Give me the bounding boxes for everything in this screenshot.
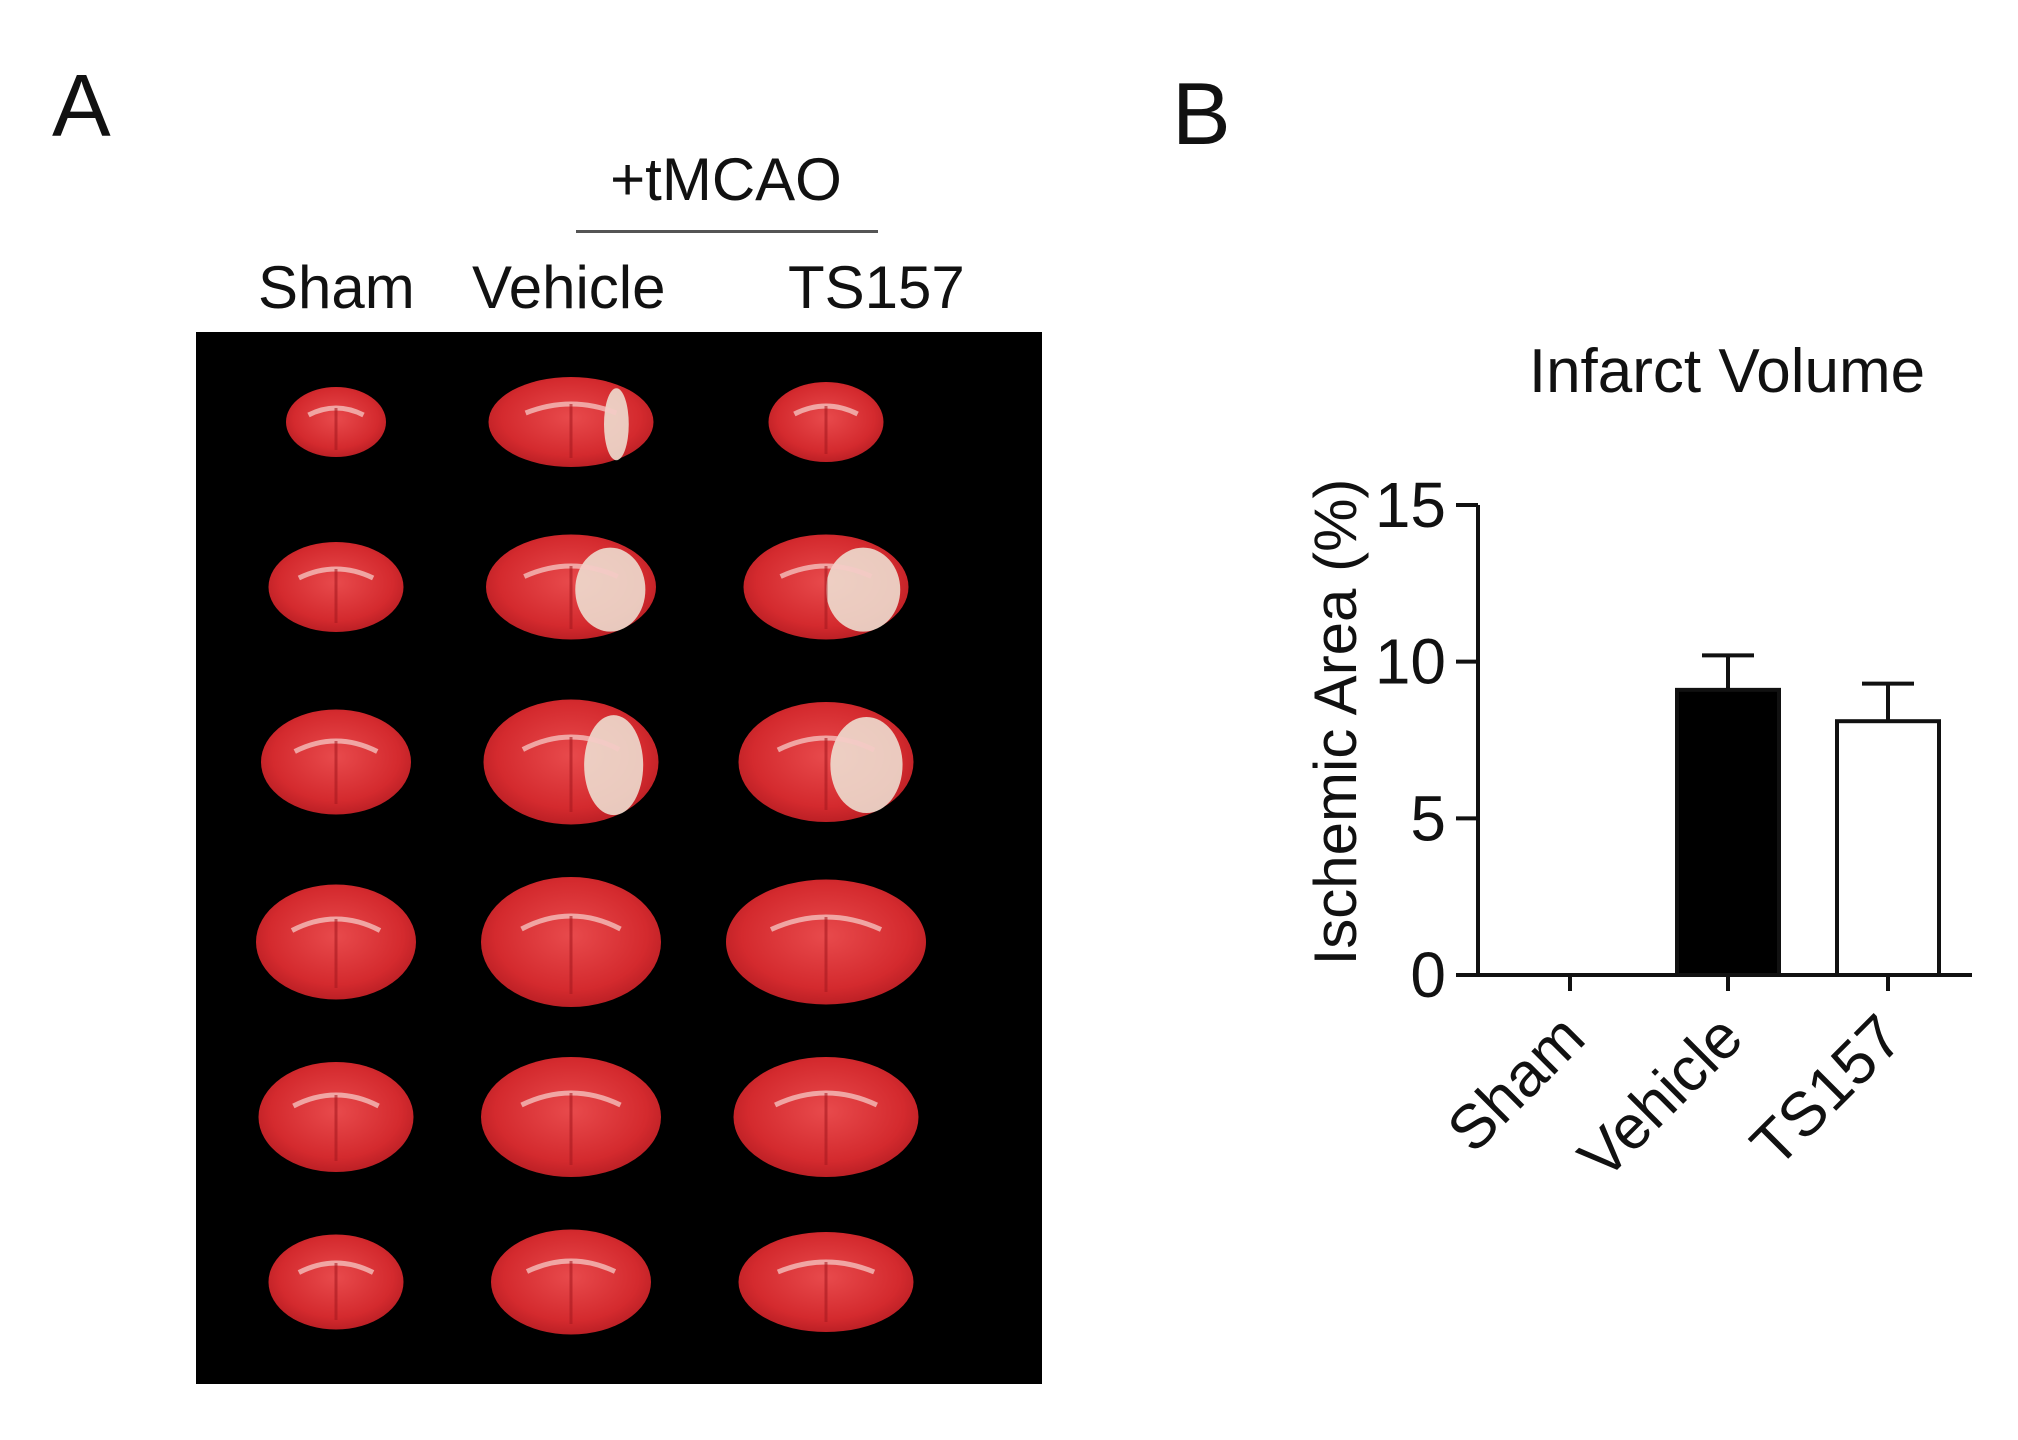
x-tick-label-vehicle: Vehicle: [1566, 1002, 1756, 1192]
tmcao-group-bracket: [576, 230, 878, 233]
brain-slice-r5-c2: [481, 1057, 661, 1177]
brain-slice-r5-c1: [258, 1062, 414, 1172]
y-tick-label: 15: [1375, 469, 1446, 541]
brain-slice-illustration: [256, 377, 926, 1335]
brain-slice-r3-c2: [483, 699, 659, 825]
column-label-sham: Sham: [258, 254, 415, 321]
brain-slice-r4-c1: [256, 884, 416, 1000]
column-label-vehicle: Vehicle: [472, 254, 666, 321]
panel-b-label: B: [1172, 64, 1231, 163]
brain-slice-r2-c2: [486, 534, 656, 640]
brain-slice-r5-c3: [733, 1057, 919, 1177]
brain-slice-r4-c3: [726, 879, 926, 1005]
brain-slice-r4-c2: [481, 877, 661, 1007]
brain-slice-photo: [196, 332, 1042, 1384]
bar-ts157: [1835, 719, 1941, 978]
brain-slice-r3-c1: [261, 709, 411, 815]
brain-slice-r6-c1: [268, 1234, 404, 1330]
brain-slice-r3-c3: [738, 702, 914, 822]
x-tick-label-ts157: TS157: [1738, 1002, 1916, 1180]
y-axis-ticks: 0 5 10 15: [1375, 469, 1478, 1011]
bar-vehicle: [1675, 687, 1781, 977]
chart-bars: [1675, 653, 1941, 978]
panel-a-label: A: [52, 56, 111, 155]
brain-slice-r6-c2: [491, 1229, 651, 1335]
y-axis-label: Ischemic Area (%): [1302, 479, 1369, 966]
y-tick-label: 10: [1375, 626, 1446, 698]
y-tick-label: 0: [1410, 939, 1446, 1011]
brain-slice-r1-c1: [286, 387, 386, 457]
brain-slice-r1-c2: [488, 377, 654, 467]
brain-slices: [256, 377, 926, 1335]
chart-title: Infarct Volume: [1529, 337, 1925, 406]
brain-slice-r2-c3: [743, 534, 909, 640]
brain-slice-r2-c1: [268, 542, 404, 632]
tmcao-group-label: +tMCAO: [610, 146, 842, 213]
brain-slice-r6-c3: [738, 1232, 914, 1332]
column-label-ts157: TS157: [788, 254, 965, 321]
brain-slice-r1-c3: [768, 382, 884, 462]
y-tick-label: 5: [1410, 782, 1446, 854]
